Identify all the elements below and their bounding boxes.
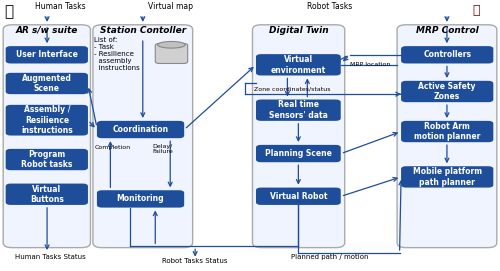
FancyBboxPatch shape: [397, 25, 497, 248]
FancyBboxPatch shape: [6, 46, 88, 63]
Text: Virtual map: Virtual map: [148, 2, 192, 11]
Text: Planning Scene: Planning Scene: [265, 149, 332, 158]
FancyBboxPatch shape: [401, 46, 494, 63]
Text: Digital Twin: Digital Twin: [268, 26, 328, 35]
Text: Virtual Robot: Virtual Robot: [270, 192, 327, 201]
FancyBboxPatch shape: [93, 25, 192, 248]
Text: User Interface: User Interface: [16, 50, 78, 59]
Text: 👷: 👷: [4, 4, 14, 19]
Text: Station Contoller: Station Contoller: [100, 26, 186, 35]
FancyBboxPatch shape: [401, 121, 494, 142]
FancyBboxPatch shape: [256, 99, 340, 121]
FancyBboxPatch shape: [6, 149, 88, 170]
FancyBboxPatch shape: [6, 105, 88, 136]
FancyBboxPatch shape: [97, 121, 184, 138]
Text: Real time
Sensors' data: Real time Sensors' data: [269, 101, 328, 120]
FancyBboxPatch shape: [256, 54, 340, 76]
FancyBboxPatch shape: [252, 25, 344, 248]
Text: Planned path / motion: Planned path / motion: [291, 254, 368, 260]
Text: Program
Robot tasks: Program Robot tasks: [21, 150, 72, 169]
FancyBboxPatch shape: [6, 73, 88, 94]
Text: Augmented
Scene: Augmented Scene: [22, 74, 72, 93]
Text: Monitoring: Monitoring: [116, 194, 164, 204]
Text: Coordination: Coordination: [112, 125, 168, 134]
FancyBboxPatch shape: [97, 190, 184, 208]
Text: 🦾: 🦾: [472, 4, 480, 17]
FancyBboxPatch shape: [256, 145, 340, 162]
FancyBboxPatch shape: [401, 81, 494, 102]
Text: Zone coordinates/status: Zone coordinates/status: [254, 87, 330, 92]
Text: MRP Control: MRP Control: [416, 26, 478, 35]
Text: List of:
- Task
- Resilience
  assembly
  instructions: List of: - Task - Resilience assembly in…: [94, 37, 140, 71]
Text: Mobile platform
path planner: Mobile platform path planner: [412, 167, 482, 187]
Text: Robot Tasks: Robot Tasks: [307, 2, 352, 11]
FancyBboxPatch shape: [401, 166, 494, 188]
Text: AR s/w suite: AR s/w suite: [16, 26, 78, 35]
Text: Delay/
Failure: Delay/ Failure: [153, 144, 174, 154]
FancyBboxPatch shape: [256, 188, 340, 205]
FancyBboxPatch shape: [156, 43, 188, 63]
Text: Robot Arm
motion planner: Robot Arm motion planner: [414, 122, 480, 141]
Text: Completion: Completion: [94, 145, 130, 150]
Text: Assembly /
Resilience
instructions: Assembly / Resilience instructions: [21, 105, 72, 135]
FancyBboxPatch shape: [6, 183, 88, 205]
Text: Active Safety
Zones: Active Safety Zones: [418, 82, 476, 101]
Text: Virtual
Buttons: Virtual Buttons: [30, 185, 64, 204]
Text: Human Tasks: Human Tasks: [35, 2, 86, 11]
Text: Robot Tasks Status: Robot Tasks Status: [162, 258, 228, 264]
Text: Virtual
environment: Virtual environment: [270, 55, 326, 75]
Ellipse shape: [158, 41, 185, 48]
Text: MRP location: MRP location: [350, 62, 390, 67]
Text: Controllers: Controllers: [423, 50, 471, 59]
Text: Human Tasks Status: Human Tasks Status: [15, 254, 86, 260]
FancyBboxPatch shape: [3, 25, 90, 248]
